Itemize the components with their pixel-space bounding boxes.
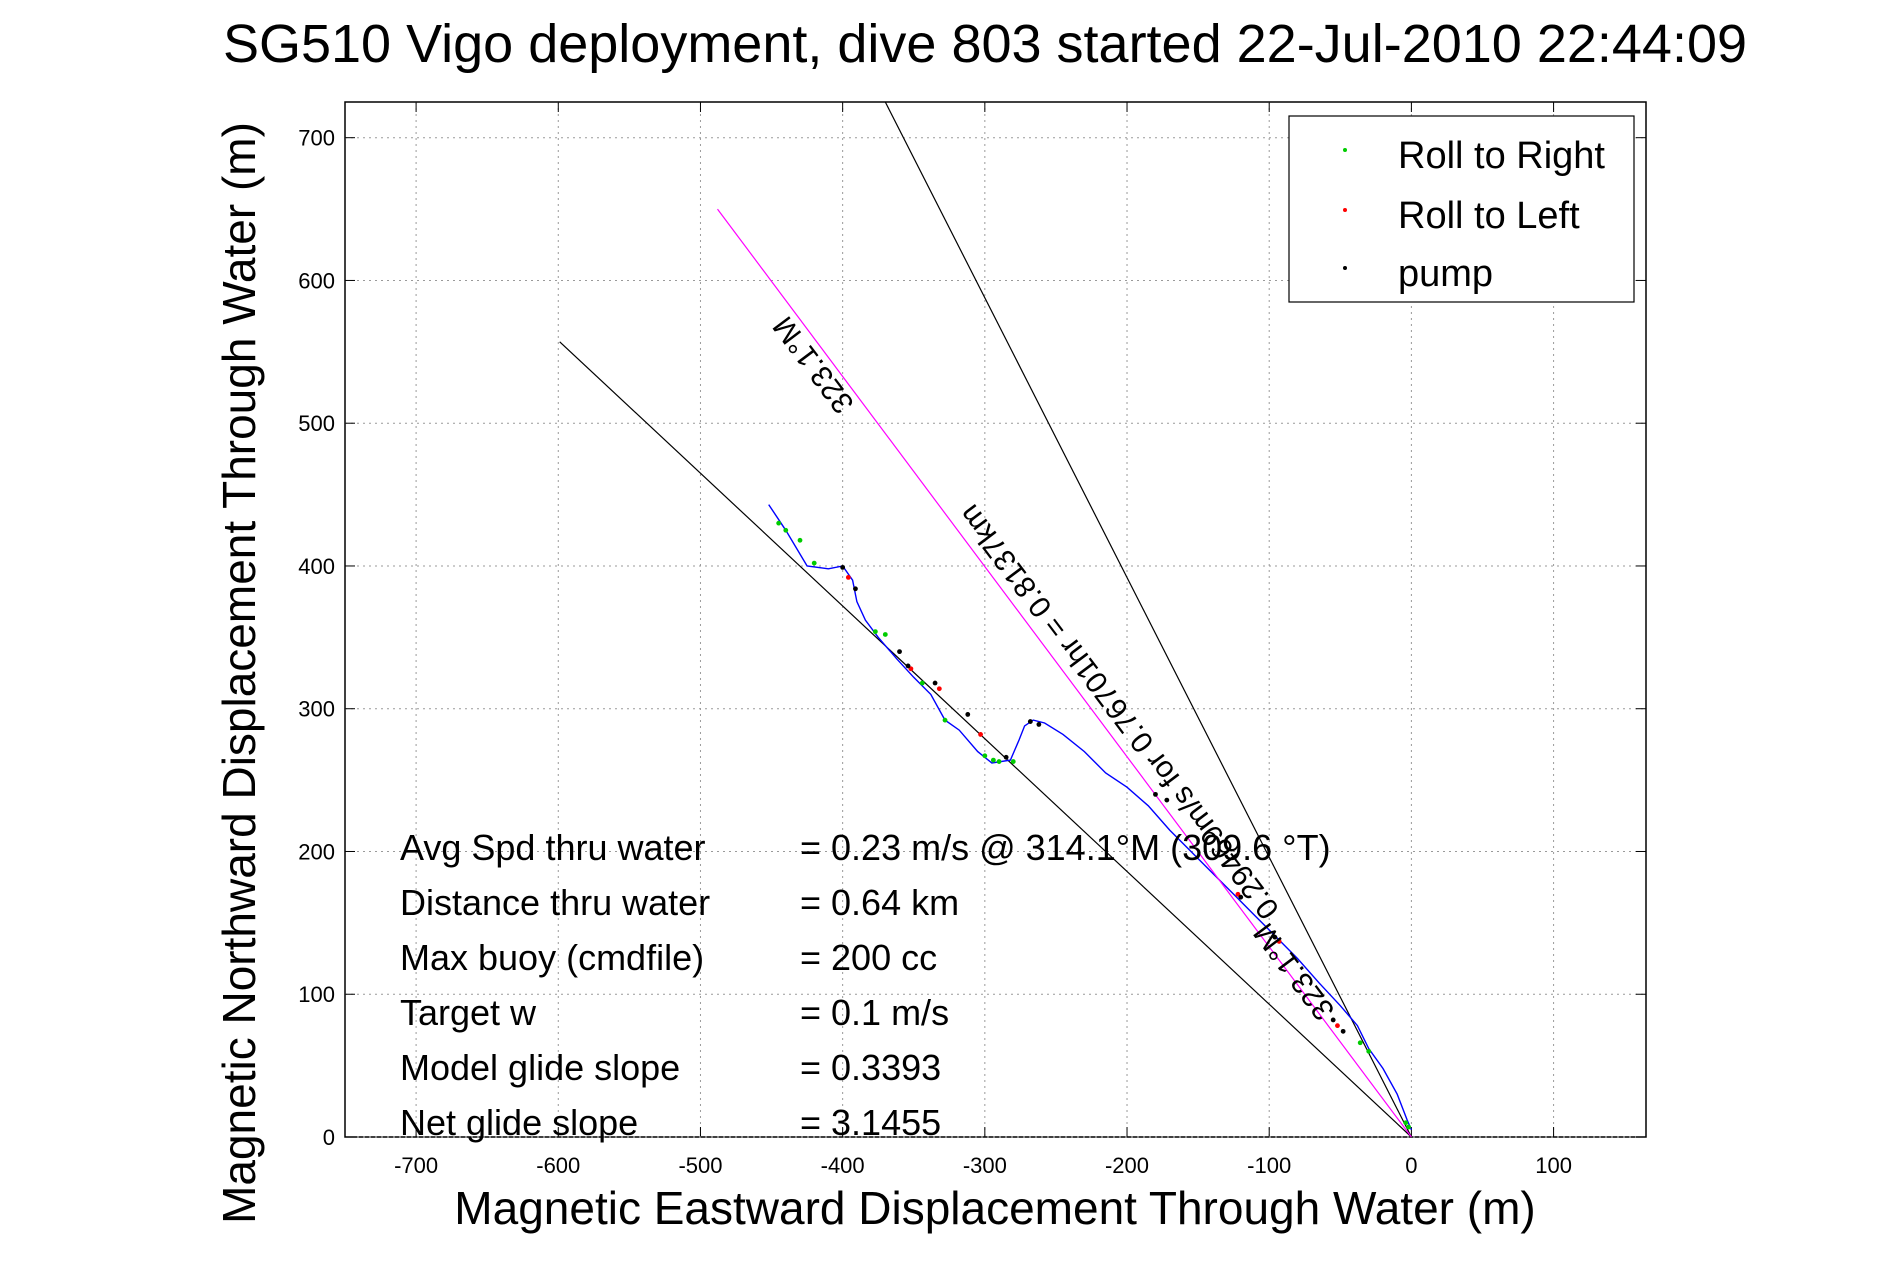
pump-point: [853, 586, 858, 592]
pump-point: [932, 680, 938, 686]
roll-left-point: [1276, 939, 1282, 944]
series-layer: [717, 208, 1413, 1138]
stat-label: Net glide slope: [400, 1102, 638, 1143]
x-tick-label: 100: [1535, 1153, 1572, 1178]
roll-left-point: [845, 574, 851, 580]
y-tick-label: 200: [298, 839, 335, 864]
pump-point: [1238, 894, 1244, 900]
roll-left-point: [978, 732, 983, 737]
pump-point: [1340, 1028, 1346, 1034]
stat-value: = 3.1455: [800, 1102, 941, 1143]
stat-value: = 0.23 m/s @ 314.1°M (309.6 °T): [800, 827, 1331, 868]
x-tick-label: -600: [536, 1153, 580, 1178]
roll-right-point: [882, 632, 888, 637]
course-line: [717, 208, 1412, 1138]
roll-right-point: [990, 757, 996, 763]
marker-points: [776, 520, 1411, 1130]
roll-left-point: [936, 686, 942, 692]
stat-label: Max buoy (cmdfile): [400, 937, 704, 978]
x-tick-label: -200: [1105, 1153, 1149, 1178]
pump-point: [897, 649, 902, 655]
y-tick-label: 300: [298, 697, 335, 722]
roll-right-point: [1357, 1040, 1363, 1046]
x-tick-label: -300: [963, 1153, 1007, 1178]
pump-point: [905, 663, 911, 669]
stats-block: Avg Spd thru water = 0.23 m/s @ 314.1°M (…: [400, 827, 1331, 1143]
legend-label-pump: pump: [1398, 253, 1493, 295]
stat-value: = 200 cc: [800, 937, 937, 978]
roll-right-point: [1366, 1048, 1372, 1054]
stat-label: Distance thru water: [400, 882, 710, 923]
stat-label: Target w: [400, 992, 537, 1033]
chart-title: SG510 Vigo deployment, dive 803 started …: [223, 14, 1747, 74]
pump-point: [1153, 791, 1158, 797]
reference-line: [884, 101, 1412, 1138]
legend-marker-pump: [1343, 266, 1347, 270]
legend-label-roll-right: Roll to Right: [1398, 135, 1605, 177]
pump-point: [1164, 797, 1170, 803]
legend: Roll to Right Roll to Left pump: [1288, 115, 1635, 303]
y-tick-label: 500: [298, 411, 335, 436]
roll-right-point: [1403, 1120, 1409, 1126]
y-tick-label: 400: [298, 554, 335, 579]
pump-point: [965, 712, 971, 717]
tick-labels: -700 -600 -500 -400 -300 -200 -100 0 100 0 100 200 3…: [298, 126, 1572, 1178]
roll-right-point: [797, 537, 803, 543]
legend-marker-roll-right: [1343, 148, 1347, 152]
track-line: [768, 504, 1413, 1131]
stat-value: = 0.64 km: [800, 882, 959, 923]
reference-line: [559, 341, 1412, 1138]
pump-point: [840, 564, 846, 570]
roll-right-point: [811, 560, 817, 566]
pump-point: [1036, 722, 1042, 727]
legend-label-roll-left: Roll to Left: [1398, 195, 1580, 237]
x-tick-label: -500: [678, 1153, 722, 1178]
y-axis-label: Magnetic Northward Displacement Through …: [213, 122, 265, 1224]
y-tick-label: 600: [298, 268, 335, 293]
reference-lines: [559, 101, 1412, 1138]
roll-right-point: [1406, 1124, 1411, 1130]
roll-right-point: [982, 753, 988, 759]
pump-point: [1027, 719, 1033, 724]
roll-right-point: [919, 680, 925, 686]
x-tick-label: 0: [1405, 1153, 1417, 1178]
pump-point: [1003, 754, 1009, 760]
legend-marker-roll-left: [1343, 208, 1347, 212]
stat-label: Model glide slope: [400, 1047, 680, 1088]
pump-point: [1330, 1017, 1336, 1023]
stat-value: = 0.3393: [800, 1047, 941, 1088]
roll-right-point: [942, 717, 948, 723]
y-tick-label: 700: [298, 126, 335, 151]
x-tick-label: -100: [1247, 1153, 1291, 1178]
x-tick-label: -700: [394, 1153, 438, 1178]
y-tick-label: 100: [298, 982, 335, 1007]
stat-label: Avg Spd thru water: [400, 827, 706, 868]
roll-right-point: [1010, 759, 1016, 764]
roll-right-point: [872, 629, 878, 635]
x-tick-label: -400: [821, 1153, 865, 1178]
stat-value: = 0.1 m/s: [800, 992, 949, 1033]
roll-right-point: [783, 527, 789, 533]
roll-right-point: [776, 520, 782, 526]
roll-right-point: [996, 759, 1002, 764]
x-axis-label: Magnetic Eastward Displacement Through W…: [454, 1182, 1535, 1234]
grid: [345, 102, 1646, 1138]
y-tick-label: 0: [323, 1125, 335, 1150]
roll-left-point: [1335, 1023, 1340, 1029]
pump-point: [1272, 934, 1278, 940]
